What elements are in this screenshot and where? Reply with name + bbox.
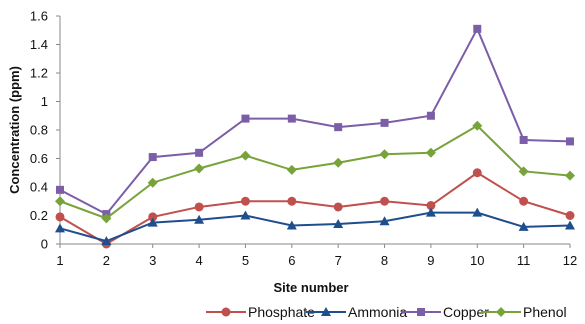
phenol-point	[55, 196, 65, 207]
x-tick-label: 11	[517, 253, 531, 268]
phosphate-point	[380, 196, 390, 206]
ammonia-point	[286, 220, 297, 230]
y-tick-label: 0	[41, 237, 48, 252]
phenol-point	[425, 147, 436, 158]
copper-point	[195, 148, 204, 157]
phosphate-point	[333, 202, 343, 212]
legend-label-copper: Copper	[443, 304, 489, 320]
copper-point	[241, 114, 250, 123]
phenol-point	[333, 157, 344, 168]
ammonia-point	[240, 210, 251, 220]
series-ammonia	[55, 207, 575, 246]
phenol-point	[379, 149, 390, 160]
phosphate-point	[519, 196, 529, 206]
legend-label-ammonia: Ammonia	[348, 304, 407, 320]
phosphate-point	[565, 211, 575, 220]
axes	[59, 16, 570, 245]
ammonia-point	[333, 219, 344, 229]
x-tick-label: 5	[242, 253, 249, 268]
x-tick-label: 8	[381, 253, 388, 268]
x-tick-label: 2	[103, 253, 110, 268]
legend-marker-ammonia	[321, 307, 331, 316]
x-tick-label: 3	[149, 253, 156, 268]
x-tick-label: 6	[288, 253, 295, 268]
y-axis-ticks: 0 0.2 0.4 0.6 0.8 1 1.2 1.4 1.6	[30, 9, 60, 252]
copper-point	[56, 185, 64, 194]
legend-item-ammonia: Ammonia	[306, 304, 407, 320]
legend-marker-copper	[417, 308, 425, 316]
ammonia-point	[101, 236, 112, 246]
copper-point	[519, 135, 528, 144]
phenol-point	[286, 164, 297, 175]
legend-marker-phosphate	[221, 307, 231, 317]
copper-point	[334, 123, 343, 132]
legend-item-phenol: Phenol	[481, 304, 567, 320]
x-tick-label: 1	[56, 253, 63, 268]
phosphate-point	[472, 168, 482, 178]
x-tick-label: 10	[470, 253, 484, 268]
phosphate-point	[148, 212, 158, 222]
y-tick-label: 1.6	[30, 9, 48, 24]
y-tick-label: 0.2	[30, 208, 48, 223]
phenol-point	[472, 120, 483, 131]
x-tick-label: 7	[335, 253, 342, 268]
ammonia-line	[59, 211, 571, 243]
phosphate-line	[59, 171, 571, 246]
copper-point	[287, 114, 296, 123]
phosphate-point	[240, 196, 250, 206]
legend-item-copper: Copper	[401, 304, 489, 320]
x-axis-ticks: 1 2 3 4 5 6 7 8 9 10 11 12	[56, 244, 577, 268]
copper-point	[566, 137, 574, 146]
x-axis-title: Site number	[273, 280, 348, 295]
phenol-point	[565, 170, 575, 181]
phosphate-point	[194, 202, 204, 212]
phosphate-point	[287, 196, 297, 206]
series-phosphate	[55, 168, 575, 249]
phenol-point	[518, 166, 529, 177]
phosphate-point	[55, 212, 65, 222]
phenol-point	[147, 177, 158, 188]
phenol-line	[59, 124, 571, 220]
ammonia-point	[565, 220, 575, 230]
legend-label-phenol: Phenol	[523, 304, 567, 320]
phenol-point	[240, 150, 251, 161]
y-tick-label: 0.4	[30, 180, 48, 195]
phosphate-point	[426, 201, 436, 211]
y-tick-label: 1	[41, 94, 48, 109]
copper-point	[426, 111, 435, 120]
x-tick-label: 4	[195, 253, 202, 268]
ammonia-point	[379, 216, 390, 226]
legend: Phosphate Ammonia Copper Phenol	[206, 304, 567, 320]
x-tick-label: 12	[563, 253, 577, 268]
y-tick-label: 1.4	[30, 37, 48, 52]
y-tick-label: 0.6	[30, 151, 48, 166]
y-axis-title: Concentration (ppm)	[7, 66, 22, 194]
ammonia-point	[147, 217, 158, 227]
copper-point	[148, 153, 157, 162]
x-tick-label: 9	[427, 253, 434, 268]
ammonia-point	[425, 207, 436, 217]
series-layer	[55, 24, 575, 249]
ammonia-point	[518, 221, 529, 231]
y-tick-label: 1.2	[30, 66, 48, 81]
ammonia-point	[194, 214, 205, 224]
copper-point	[473, 24, 482, 33]
copper-point	[380, 118, 389, 127]
phenol-point	[101, 213, 112, 224]
copper-line	[59, 26, 571, 216]
legend-label-phosphate: Phosphate	[248, 304, 315, 320]
ammonia-point	[472, 207, 483, 217]
legend-item-phosphate: Phosphate	[206, 304, 315, 320]
phenol-point	[194, 163, 205, 174]
series-copper	[56, 24, 574, 219]
ammonia-point	[55, 223, 65, 233]
series-phenol	[55, 120, 575, 224]
legend-marker-phenol	[496, 307, 506, 317]
y-tick-label: 0.8	[30, 123, 48, 138]
